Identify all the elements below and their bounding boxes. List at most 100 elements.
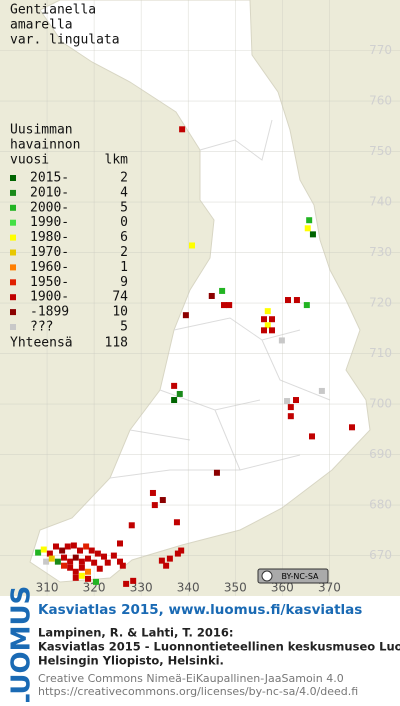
legend-count: 1: [120, 260, 128, 275]
y-tick-label: 700: [369, 397, 392, 411]
headline: Kasviatlas 2015, www.luomus.fi/kasviatla…: [38, 602, 362, 618]
observation: [182, 312, 189, 319]
legend-count: 2: [120, 171, 128, 186]
observation: [78, 558, 85, 565]
observation: [278, 337, 285, 344]
observation: [166, 555, 173, 562]
license-badge: BY-NC-SA: [257, 568, 329, 584]
observation: [64, 543, 71, 550]
finland-outline: [29, 0, 371, 583]
legend-label: -1899: [30, 305, 69, 320]
observation: [119, 562, 126, 569]
observation: [171, 397, 178, 404]
legend-count: 10: [112, 305, 128, 320]
y-tick-label: 670: [369, 548, 392, 562]
legend-count: 0: [120, 215, 128, 230]
observation: [53, 543, 59, 550]
legend-label: 1990-: [30, 215, 69, 230]
observation: [123, 580, 130, 587]
observation: [110, 552, 117, 559]
observation: [101, 553, 107, 560]
observation: [72, 568, 79, 575]
y-tick-label: 770: [369, 43, 392, 57]
legend-swatch: [10, 234, 16, 241]
legend-total-label: Yhteensä: [10, 336, 73, 351]
legend-column: lkm: [105, 153, 129, 168]
observation: [48, 555, 55, 562]
observation: [128, 522, 135, 529]
legend-count: 6: [120, 230, 128, 245]
legend-heading: Uusimman: [10, 123, 73, 138]
observation: [72, 574, 79, 581]
citation: Helsingin Yliopisto, Helsinki.: [38, 654, 224, 668]
observation: [269, 327, 275, 334]
observation: [163, 562, 170, 569]
legend-swatch: [10, 294, 16, 301]
observation: [309, 433, 315, 440]
observation: [46, 550, 53, 557]
observation: [309, 231, 316, 238]
observation: [72, 554, 79, 561]
observation: [284, 398, 291, 405]
legend-column: vuosi: [10, 153, 49, 168]
observation: [78, 564, 85, 571]
observation: [179, 126, 186, 133]
legend-label: 2000-: [30, 200, 69, 215]
legend-count: 9: [120, 275, 128, 290]
citation: Kasviatlas 2015 - Luonnontieteellinen ke…: [38, 640, 400, 654]
region-borders: [109, 119, 331, 479]
badge-icon: [261, 570, 273, 582]
observation: [83, 543, 90, 550]
observation: [264, 322, 271, 329]
observation: [93, 578, 99, 585]
y-tick-label: 730: [369, 245, 392, 259]
citation: Lampinen, R. & Lahti, T. 2016:: [38, 626, 233, 640]
observation: [54, 558, 61, 565]
y-tick-label: 710: [369, 346, 392, 360]
observation: [151, 502, 158, 509]
observation: [117, 540, 123, 547]
legend-label: 1960-: [30, 260, 69, 275]
observation: [287, 413, 294, 420]
observation: [303, 302, 310, 309]
legend-count: 5: [120, 320, 128, 335]
observation: [40, 546, 47, 553]
legend-label: 2015-: [30, 171, 69, 186]
legend-swatch: [10, 189, 16, 196]
legend-label: 1970-: [30, 245, 69, 260]
legend-count: 74: [112, 290, 128, 305]
observation: [349, 424, 355, 431]
badge-box: [257, 568, 329, 584]
observation: [43, 558, 50, 565]
legend-label: 1900-: [30, 290, 69, 305]
observation: [85, 575, 91, 582]
observation: [159, 497, 166, 504]
observation: [173, 519, 180, 526]
observation: [226, 302, 233, 309]
y-tick-label: 680: [369, 498, 392, 512]
observation: [176, 390, 183, 397]
badge-text: BY-NC-SA: [281, 572, 319, 581]
x-tick-label: 350: [224, 581, 247, 595]
observation: [208, 292, 215, 299]
observation: [96, 565, 103, 572]
legend-label: 1950-: [30, 275, 69, 290]
x-tick-label: 330: [130, 581, 153, 595]
observation: [85, 568, 91, 575]
legend: Gentianella amarella var. lingulata Uusi…: [10, 3, 128, 351]
observation: [261, 316, 267, 323]
observation: [221, 302, 227, 309]
observation: [158, 557, 165, 564]
observation: [306, 217, 313, 224]
grid: 310 320 330 340 350 360 3706706806907007107207…: [0, 0, 400, 596]
observation: [67, 564, 74, 571]
observation: [88, 547, 95, 554]
observation: [171, 382, 178, 389]
observation: [293, 397, 299, 404]
observation: [219, 287, 226, 294]
observation: [304, 225, 311, 232]
observation: [287, 404, 294, 411]
legend-total: 118: [105, 336, 128, 351]
x-tick-label: 310: [36, 581, 59, 595]
